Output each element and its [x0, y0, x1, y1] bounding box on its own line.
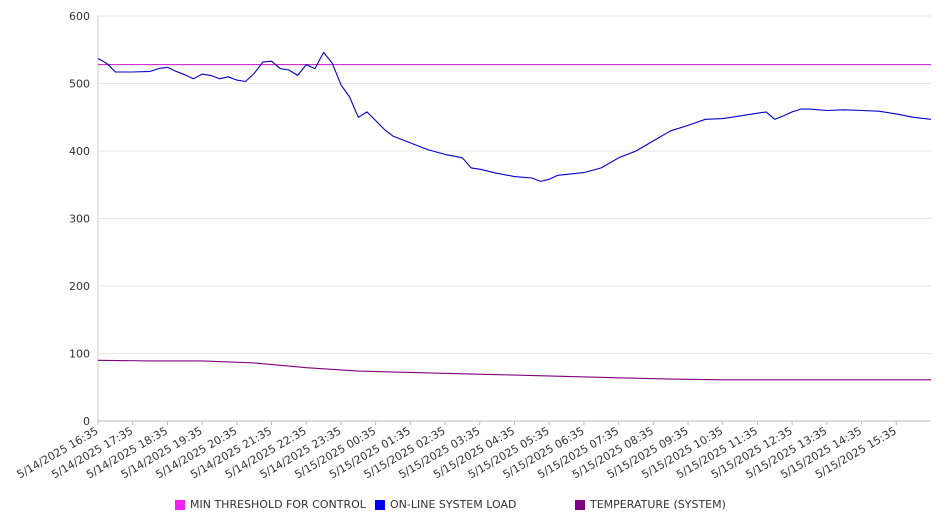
y-axis-ticks: 0 100 200 300 400 500 600: [69, 10, 90, 428]
gridlines: [98, 15, 931, 354]
y-tick-label: 500: [69, 78, 90, 91]
y-tick-label: 100: [69, 348, 90, 361]
y-tick-label: 300: [69, 213, 90, 226]
legend-swatch-temperature: [575, 499, 585, 510]
legend-swatch-system-load: [375, 499, 385, 510]
x-axis-ticks: 5/14/2025 16:355/14/2025 17:355/14/2025 …: [15, 421, 899, 481]
line-chart: 0 100 200 300 400 500 600 5/14/2025 16:355/14/…: [15, 10, 931, 481]
series-system-load-line: [98, 51, 931, 182]
legend-item-min-threshold[interactable]: MIN THRESHOLD FOR CONTROL: [175, 498, 366, 511]
legend-label-min-threshold: MIN THRESHOLD FOR CONTROL: [190, 498, 366, 511]
legend-item-system-load[interactable]: ON-LINE SYSTEM LOAD: [375, 498, 516, 511]
series-lines: [98, 51, 931, 381]
y-tick-label: 0: [83, 415, 90, 428]
legend-swatch-min-threshold: [175, 499, 185, 510]
legend: MIN THRESHOLD FOR CONTROL ON-LINE SYSTEM…: [0, 498, 946, 514]
legend-label-system-load: ON-LINE SYSTEM LOAD: [390, 498, 517, 511]
y-tick-label: 400: [69, 145, 90, 158]
legend-item-temperature[interactable]: TEMPERATURE (SYSTEM): [575, 498, 726, 511]
legend-label-temperature: TEMPERATURE (SYSTEM): [590, 498, 726, 511]
y-tick-label: 200: [69, 280, 90, 293]
series-temperature-line: [98, 359, 931, 381]
y-tick-label: 600: [69, 10, 90, 23]
